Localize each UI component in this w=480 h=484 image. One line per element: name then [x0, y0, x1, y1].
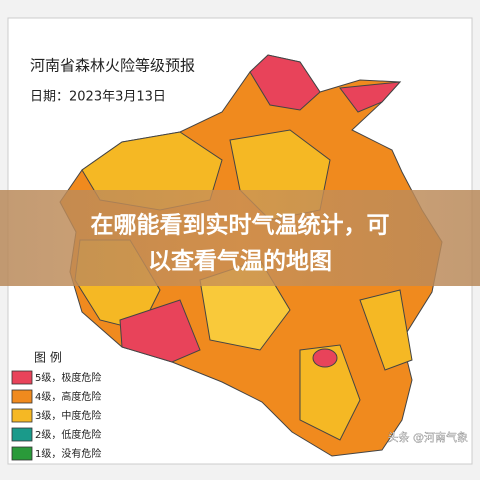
- legend-swatch: [11, 389, 33, 404]
- legend-label: 1级，没有危险: [35, 447, 101, 460]
- legend-title: 图 例: [34, 351, 62, 365]
- legend-label: 3级，中度危险: [35, 409, 101, 422]
- legend-label: 4级，高度危险: [35, 390, 101, 403]
- legend-label: 5级，极度危险: [35, 371, 101, 384]
- overlay-band: [0, 190, 480, 286]
- legend-swatch: [11, 427, 33, 442]
- legend: 5级，极度危险 4级，高度危险 3级，中度危险 2级，低度危险 1级，没有危险: [11, 370, 101, 461]
- watermark: 头条 @河南气象: [388, 430, 469, 444]
- legend-label: 2级，低度危险: [35, 428, 101, 441]
- legend-swatch: [11, 446, 33, 461]
- overlay-line: 在哪能看到实时气温统计，可: [91, 212, 390, 239]
- overlay-line: 以查看气温的地图: [148, 248, 332, 275]
- legend-swatch: [11, 370, 33, 385]
- map-date: 日期：2023年3月13日: [30, 90, 166, 105]
- legend-swatch: [11, 408, 33, 423]
- map-title: 河南省森林火险等级预报: [30, 57, 195, 75]
